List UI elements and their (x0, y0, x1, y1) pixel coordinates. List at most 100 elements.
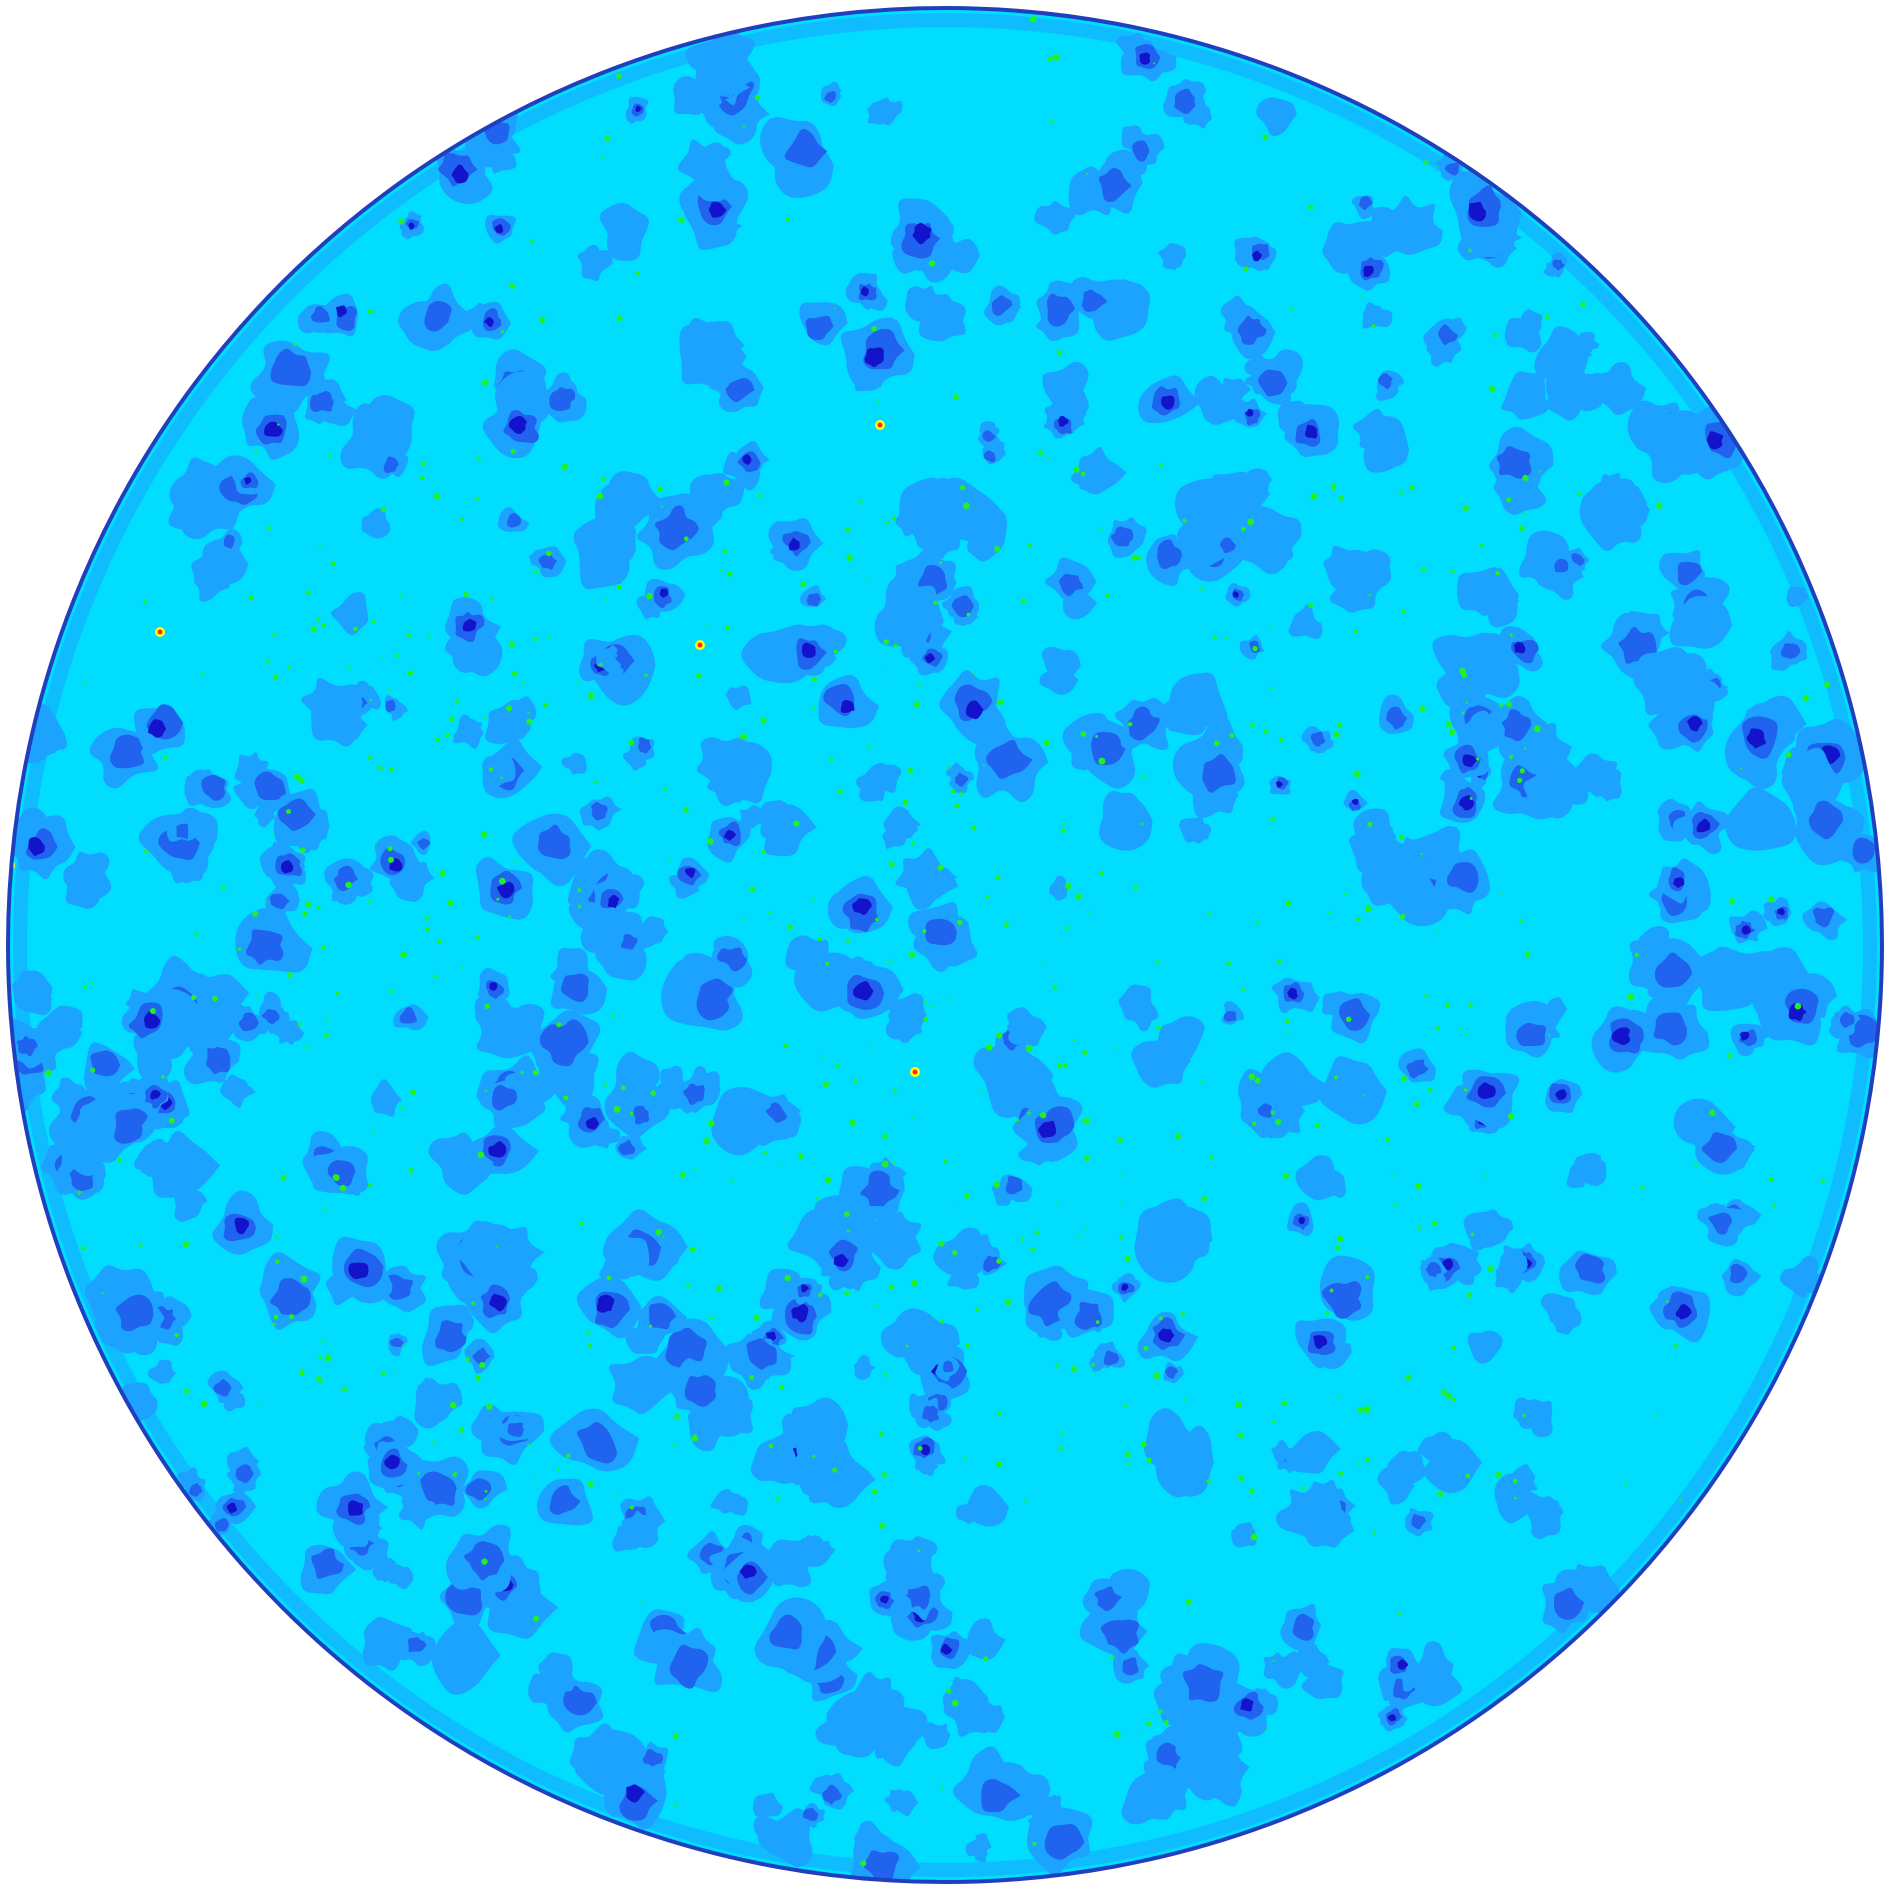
green-speck (709, 1316, 714, 1321)
contour-cluster (1348, 248, 1391, 291)
green-speck (996, 1032, 1003, 1039)
contour-cluster (818, 1224, 880, 1290)
green-speck (811, 676, 818, 682)
contour-cluster (1770, 631, 1808, 671)
green-speck (426, 634, 431, 638)
green-speck (883, 639, 889, 645)
contour-level-1 (1352, 408, 1396, 450)
contour-level-1 (871, 764, 902, 793)
contour-cluster (478, 967, 510, 1002)
contour-level-1 (52, 1005, 83, 1035)
contour-cluster (1505, 1000, 1561, 1058)
contour-cluster (722, 1544, 776, 1603)
green-speck (305, 1045, 309, 1049)
contour-level-1 (739, 805, 768, 829)
contour-level-3 (244, 477, 252, 485)
green-speck (367, 308, 373, 315)
green-speck (538, 316, 546, 324)
contour-level-1 (69, 875, 100, 907)
contour-level-1 (779, 1104, 802, 1138)
contour-level-3 (508, 415, 527, 435)
contour-level-1 (330, 592, 369, 636)
green-speck (871, 1488, 878, 1495)
contour-level-2 (1653, 1012, 1687, 1046)
contour-cluster (930, 1630, 971, 1670)
green-speck (749, 886, 756, 893)
contour-cluster (867, 97, 903, 126)
green-speck (1665, 1300, 1669, 1303)
disc-rim (6, 6, 1884, 1884)
green-speck (696, 672, 702, 679)
contour-level-3 (684, 868, 696, 878)
green-speck (1124, 1255, 1131, 1262)
green-speck (1266, 1727, 1269, 1730)
contour-cluster (845, 272, 888, 311)
contour-level-2 (860, 1170, 900, 1207)
green-speck (1495, 571, 1501, 576)
contour-level-1 (1426, 337, 1462, 367)
contour-level-2 (649, 1302, 677, 1330)
green-speck (907, 767, 914, 774)
contour-cluster (1404, 1508, 1434, 1537)
green-speck (1445, 721, 1452, 728)
contour-level-2 (1059, 573, 1084, 597)
contour-level-1 (1377, 1466, 1415, 1505)
contour-level-3 (924, 653, 936, 663)
contour-level-1 (1493, 467, 1547, 515)
green-speck (508, 915, 512, 919)
green-speck (983, 1656, 989, 1662)
green-speck (650, 1090, 657, 1097)
green-speck (299, 847, 306, 854)
contour-cluster (622, 736, 655, 771)
contour-level-1 (1472, 717, 1503, 743)
contour-cluster (909, 1393, 952, 1432)
contour-level-3 (800, 1284, 810, 1293)
green-speck (526, 1443, 530, 1446)
green-speck (1249, 1488, 1255, 1494)
contour-level-1 (813, 1540, 836, 1561)
green-speck (616, 1494, 619, 1497)
contour-level-3 (791, 1304, 809, 1323)
contour-cluster (1039, 646, 1081, 695)
contour-cluster (1099, 790, 1153, 851)
contour-level-1 (1233, 1523, 1256, 1547)
green-speck (424, 916, 429, 921)
green-speck (1627, 993, 1634, 1001)
green-speck (938, 1240, 945, 1247)
contour-level-2 (424, 300, 452, 332)
contour-cluster (1494, 1464, 1545, 1524)
contour-cluster (1669, 595, 1733, 649)
green-speck (1445, 1392, 1453, 1399)
contour-level-3 (585, 1117, 600, 1130)
contour-cluster (235, 907, 313, 973)
contour-level-1 (1319, 1056, 1387, 1125)
contour-level-1 (975, 1833, 989, 1848)
contour-cluster (1629, 926, 1718, 1007)
contour-level-1 (1436, 658, 1486, 709)
contour-level-3 (1287, 987, 1298, 1000)
green-speck (892, 1088, 897, 1093)
contour-cluster (952, 1748, 1051, 1821)
green-speck (1509, 633, 1513, 637)
contour-level-2 (1103, 1350, 1120, 1366)
contour-level-3 (1158, 1328, 1175, 1343)
green-speck (768, 911, 772, 914)
contour-level-1 (1256, 97, 1297, 137)
green-speck (1462, 505, 1469, 512)
contour-cluster (377, 447, 409, 478)
green-speck (463, 591, 467, 596)
contour-level-1 (428, 1132, 494, 1195)
contour-cluster (725, 1333, 795, 1390)
green-speck (837, 789, 843, 795)
contour-cluster (782, 624, 847, 676)
green-speck (1139, 1733, 1142, 1736)
hot-spot (877, 422, 883, 428)
green-speck (81, 1246, 86, 1251)
green-speck (1506, 701, 1512, 708)
contour-level-2 (669, 1644, 709, 1689)
contour-cluster (1730, 1023, 1769, 1057)
green-speck (1185, 1598, 1192, 1606)
contour-level-1 (848, 1674, 893, 1719)
green-speck (753, 1314, 760, 1321)
contour-level-1 (1247, 521, 1294, 566)
